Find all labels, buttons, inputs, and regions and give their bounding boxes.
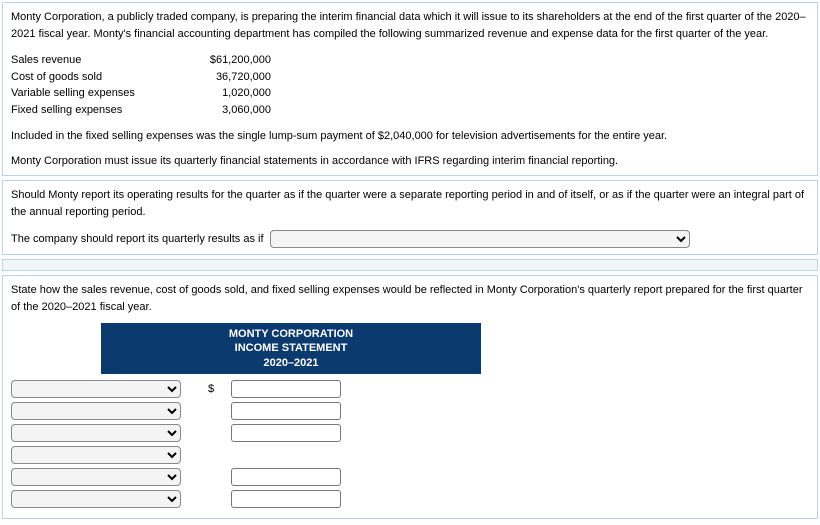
- intro-paragraph: Monty Corporation, a publicly traded com…: [11, 9, 809, 42]
- intro-note-2: Monty Corporation must issue its quarter…: [11, 153, 809, 170]
- line-item-select-2[interactable]: [11, 402, 181, 420]
- row-label: Cost of goods sold: [11, 69, 171, 86]
- q1-prompt: Should Monty report its operating result…: [11, 187, 809, 220]
- line-item-select-3[interactable]: [11, 424, 181, 442]
- statement-row: [11, 490, 809, 508]
- statement-rows: $: [11, 380, 809, 508]
- table-row: Fixed selling expenses 3,060,000: [11, 102, 809, 119]
- amount-input-5[interactable]: [231, 468, 341, 486]
- statement-row: [11, 446, 809, 464]
- row-label: Sales revenue: [11, 52, 171, 69]
- row-label: Fixed selling expenses: [11, 102, 171, 119]
- amount-input-3[interactable]: [231, 424, 341, 442]
- intro-note-1: Included in the fixed selling expenses w…: [11, 128, 809, 145]
- header-company: MONTY CORPORATION: [101, 327, 481, 341]
- q1-answer-select[interactable]: [270, 230, 690, 248]
- question-1-section: Should Monty report its operating result…: [2, 180, 818, 255]
- statement-header: MONTY CORPORATION INCOME STATEMENT 2020–…: [101, 323, 481, 374]
- header-period: 2020–2021: [101, 356, 481, 370]
- line-item-select-5[interactable]: [11, 468, 181, 486]
- header-title: INCOME STATEMENT: [101, 341, 481, 355]
- statement-row: [11, 402, 809, 420]
- amount-input-6[interactable]: [231, 490, 341, 508]
- income-statement-block: MONTY CORPORATION INCOME STATEMENT 2020–…: [101, 323, 809, 374]
- divider-bar: [2, 259, 818, 271]
- line-item-select-4[interactable]: [11, 446, 181, 464]
- statement-row: [11, 468, 809, 486]
- row-value: 36,720,000: [171, 69, 271, 86]
- amount-input-2[interactable]: [231, 402, 341, 420]
- line-item-select-6[interactable]: [11, 490, 181, 508]
- dollar-sign: $: [201, 381, 221, 398]
- line-item-select-1[interactable]: [11, 380, 181, 398]
- summary-data-table: Sales revenue $61,200,000 Cost of goods …: [11, 52, 809, 118]
- table-row: Variable selling expenses 1,020,000: [11, 85, 809, 102]
- row-value: 1,020,000: [171, 85, 271, 102]
- intro-section: Monty Corporation, a publicly traded com…: [2, 2, 818, 176]
- q1-answer-line: The company should report its quarterly …: [11, 230, 809, 248]
- table-row: Cost of goods sold 36,720,000: [11, 69, 809, 86]
- question-2-section: State how the sales revenue, cost of goo…: [2, 275, 818, 519]
- q1-lead-text: The company should report its quarterly …: [11, 231, 264, 248]
- row-value: $61,200,000: [171, 52, 271, 69]
- row-label: Variable selling expenses: [11, 85, 171, 102]
- statement-row: $: [11, 380, 809, 398]
- table-row: Sales revenue $61,200,000: [11, 52, 809, 69]
- row-value: 3,060,000: [171, 102, 271, 119]
- amount-input-1[interactable]: [231, 380, 341, 398]
- q2-prompt: State how the sales revenue, cost of goo…: [11, 282, 809, 315]
- statement-row: [11, 424, 809, 442]
